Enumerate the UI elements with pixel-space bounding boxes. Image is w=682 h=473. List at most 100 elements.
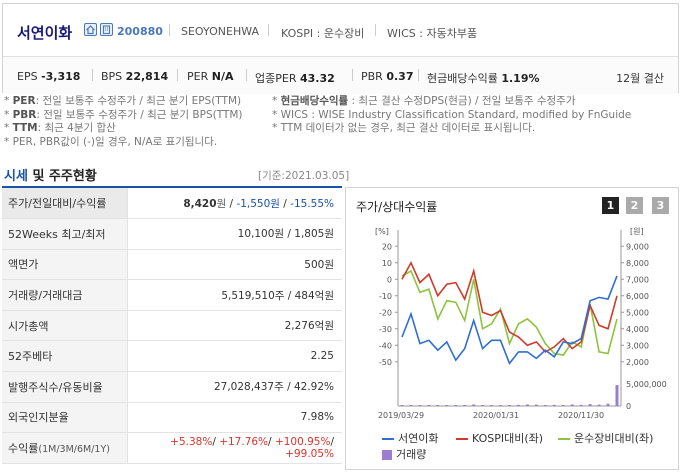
table-row: 시가총액 2,276억원 — [2, 310, 342, 342]
wics-sector: WICS : 자동차부품 — [387, 27, 478, 40]
table-row: 발행주식수/유동비율 27,028,437주 / 42.92% — [2, 371, 342, 403]
row-label: 수익률(1M/3M/6M/1Y) — [2, 432, 128, 464]
right-tick-label: 3,000 — [626, 341, 649, 350]
left-tick-label: 10 — [382, 259, 392, 268]
right-tick-label: 2,000 — [626, 358, 649, 367]
note-line: * PER: 전일 보통주 수정주가 / 최근 분기 EPS(TTM) — [4, 95, 242, 107]
volume-bar — [409, 405, 413, 406]
stock-code: 200880 — [117, 25, 163, 38]
x-tick-label: 2020/11/30 — [558, 411, 604, 420]
metric-per: PER N/A — [187, 70, 234, 83]
divider — [3, 56, 678, 57]
legend-swatch — [382, 438, 394, 440]
row-value: 500원 — [127, 249, 342, 281]
row-label: 시가총액 — [2, 310, 128, 342]
legend-swatch — [456, 438, 468, 440]
divider — [92, 69, 93, 81]
volume-bar — [508, 405, 511, 406]
left-tick-label: -40 — [379, 341, 392, 350]
left-tick-label: 0 — [387, 275, 392, 284]
row-value: +5.38%/ +17.76%/ +100.95%/ +99.05% — [127, 432, 342, 464]
notes-left: * PER: 전일 보통주 수정주가 / 최근 분기 EPS(TTM) * PB… — [4, 95, 243, 149]
right-axis-unit: [원] — [630, 227, 644, 236]
notes-right: * 현금배당수익률 : 최근 결산 수정DPS(현금) / 전일 보통주 수정주… — [272, 95, 631, 136]
legend-item: KOSPI대비(좌) — [456, 430, 543, 446]
volume-bar — [516, 404, 520, 406]
row-value: 10,100원 / 1,805원 — [127, 218, 342, 250]
volume-bar — [543, 405, 547, 406]
metric-bps: BPS 22,814 — [101, 70, 169, 83]
chart-panel: [%] [원] 20 10 0 -10 -20 -30 -40 -50 9,000 8,000 7,00… — [345, 187, 679, 470]
volume-bar — [552, 404, 556, 406]
left-tick-label: -30 — [379, 325, 392, 334]
right-tick-label: 4,000 — [626, 325, 649, 334]
table-row: 52주베타 2.25 — [2, 340, 342, 373]
table-row: 수익률(1M/3M/6M/1Y) +5.38%/ +17.76%/ +100.9… — [2, 432, 342, 464]
volume-bar — [436, 405, 440, 406]
building-icon[interactable] — [100, 23, 113, 36]
left-tick-label: 20 — [382, 242, 392, 251]
row-value: 2,276억원 — [127, 310, 342, 342]
volume-bar — [499, 405, 503, 406]
x-tick-label: 2020/01/31 — [473, 411, 519, 420]
english-name: SEOYONEHWA — [181, 25, 260, 38]
metric-pbr: PBR 0.37 — [361, 70, 414, 83]
volume-bar — [427, 405, 431, 406]
volume-bar — [615, 385, 619, 406]
volume-bar — [597, 404, 601, 406]
chart-tab-2[interactable]: 2 — [626, 197, 643, 214]
quote-table: 주가/전일대비/수익률 8,420원 / -1,550원 / -15.55% 5… — [2, 188, 342, 464]
metrics-bar: EPS -3,318 BPS 22,814 PER N/A 업종PER 43.3… — [3, 57, 678, 94]
note-line: * 현금배당수익률 : 최근 결산 수정DPS(현금) / 전일 보통주 수정주… — [272, 95, 576, 107]
volume-bar — [570, 404, 574, 406]
row-label: 거래량/거래대금 — [2, 279, 128, 311]
chart-tab-1[interactable]: 1 — [602, 197, 619, 214]
left-tick-label: -20 — [379, 308, 392, 317]
company-header: 서연이화 200880 SEOYONEHWA KOSPI : 운수장비 WICS… — [2, 3, 679, 94]
volume-bar — [472, 404, 476, 406]
table-row: 52Weeks 최고/최저 10,100원 / 1,805원 — [2, 218, 342, 250]
glossary-notes: * PER: 전일 보통주 수정주가 / 최근 분기 EPS(TTM) * PB… — [4, 95, 679, 149]
table-row: 외국인지분율 7.98% — [2, 402, 342, 434]
volume-bar — [588, 404, 592, 406]
volume-bar — [463, 405, 467, 406]
legend-item: 서연이화 — [382, 430, 438, 446]
header-top: 서연이화 200880 SEOYONEHWA KOSPI : 운수장비 WICS… — [3, 4, 678, 56]
row-value: 27,028,437주 / 42.92% — [127, 371, 342, 403]
table-row: 주가/전일대비/수익률 8,420원 / -1,550원 / -15.55% — [2, 188, 342, 220]
table-row: 거래량/거래대금 5,519,510주 / 484억원 — [2, 279, 342, 311]
chart-tab-3[interactable]: 3 — [652, 197, 669, 214]
right-tick-label: 6,000 — [626, 292, 649, 301]
series-line-0 — [401, 275, 618, 365]
right-tick-label: 5,000 — [626, 308, 649, 317]
home-icon[interactable] — [84, 23, 97, 36]
row-value: 8,420원 / -1,550원 / -15.55% — [127, 188, 342, 220]
divider — [246, 69, 247, 81]
company-name: 서연이화 — [17, 24, 73, 42]
table-row: 액면가 500원 — [2, 249, 342, 281]
volume-tick-label: 0 — [626, 402, 631, 411]
row-label: 외국인지분율 — [2, 402, 128, 434]
metric-dividend-yield: 현금배당수익률 1.19% — [427, 72, 540, 85]
legend-item: 거래량 — [382, 446, 426, 462]
volume-bar — [490, 405, 494, 406]
left-tick-label: -10 — [379, 292, 392, 301]
row-label: 52주베타 — [2, 340, 128, 373]
row-label: 주가/전일대비/수익률 — [2, 188, 128, 220]
volume-bar — [400, 405, 404, 406]
row-label: 액면가 — [2, 249, 128, 281]
metric-eps: EPS -3,318 — [17, 70, 81, 83]
legend-item: 운수장비대비(좌) — [558, 430, 653, 446]
row-value: 2.25 — [127, 340, 342, 373]
note-line: * PBR: 전일 보통주 수정주가 / 최근 분기 BPS(TTM) — [4, 108, 243, 121]
settlement-month: 12월 결산 — [616, 72, 664, 85]
note-line: * PER, PBR값이 (-)일 경우, N/A로 표기됩니다. — [4, 135, 218, 148]
volume-bar — [606, 403, 610, 406]
divider — [268, 24, 269, 36]
right-tick-label: 8,000 — [626, 259, 649, 268]
legend-swatch — [382, 450, 392, 460]
market-sector: KOSPI : 운수장비 — [281, 27, 365, 40]
divider — [352, 69, 353, 81]
divider — [375, 24, 376, 36]
note-line: * WICS : WISE Industry Classification St… — [272, 108, 632, 121]
